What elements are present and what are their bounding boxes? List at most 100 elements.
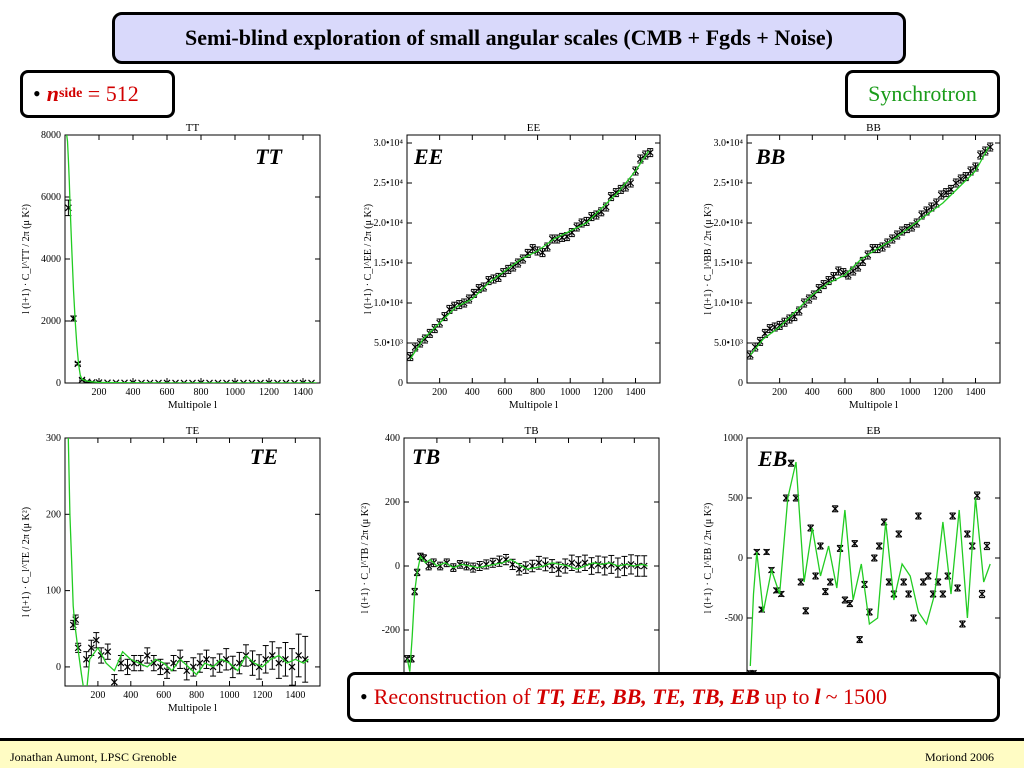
plot-frame	[746, 134, 1001, 384]
data-point	[959, 620, 966, 628]
x-tick-label: 800	[530, 387, 545, 398]
y-axis-label: l (l+1) · C_l^TE / 2π (μ K²)	[21, 507, 32, 617]
data-point	[776, 321, 784, 329]
data-point	[124, 663, 131, 671]
data-point	[515, 565, 523, 573]
data-point	[183, 667, 191, 675]
y-tick-label: 6000	[41, 192, 61, 203]
x-axis-label: Multipole l	[849, 399, 898, 411]
x-tick-label: 1400	[966, 387, 986, 398]
data-point	[92, 636, 100, 644]
nside-symbol: n	[46, 81, 59, 106]
y-tick-label: 2.0•10⁴	[714, 218, 744, 229]
recon-prefix: Reconstruction of	[373, 684, 531, 709]
data-point	[983, 542, 991, 550]
data-point	[893, 231, 901, 239]
chart-tb: TBTB200400600800100012001400Multipole l-…	[360, 425, 660, 706]
model-curve	[749, 461, 991, 667]
data-point	[407, 655, 415, 663]
data-point	[425, 562, 433, 570]
data-point	[875, 542, 883, 550]
data-point	[841, 596, 849, 604]
plot-frame	[406, 134, 661, 384]
plot-area	[747, 459, 991, 677]
data-point	[928, 203, 935, 211]
chart-title: EB	[866, 425, 880, 437]
data-point	[973, 492, 981, 500]
data-point	[216, 659, 224, 667]
model-curve	[409, 150, 650, 360]
y-tick-label: 500	[728, 493, 743, 504]
data-point	[420, 554, 428, 562]
footer-author: Jonathan Aumont, LPSC Grenoble	[10, 750, 177, 764]
y-tick-label: 4000	[41, 254, 61, 265]
x-tick-label: 600	[837, 387, 852, 398]
data-point	[812, 572, 819, 580]
data-point	[820, 281, 828, 289]
y-tick-label: 3.0•10⁴	[714, 138, 744, 149]
data-point	[282, 655, 289, 663]
data-point	[851, 540, 859, 548]
data-point	[870, 554, 878, 562]
data-point	[568, 559, 576, 567]
x-tick-label: 200	[90, 690, 105, 701]
x-tick-label: 200	[772, 387, 787, 398]
nside-subscript: side	[58, 86, 83, 101]
y-tick-label: 8000	[41, 130, 61, 141]
y-tick-label: 2.5•10⁴	[374, 178, 404, 189]
model-curve	[406, 554, 648, 672]
y-tick-label: 5.0•10³	[714, 338, 743, 349]
x-tick-label: 600	[160, 387, 175, 398]
bullet-icon: •	[33, 81, 41, 106]
chart-tt: TT TT 200 400 600 800 1000 1200 1400 Multipole l 0…	[21, 122, 321, 411]
plot-area	[407, 148, 654, 362]
x-axis-label: Multipole l	[168, 702, 217, 714]
x-tick-label: 1200	[252, 690, 272, 701]
data-point	[972, 163, 979, 171]
data-point	[963, 530, 971, 538]
x-tick-label: 600	[497, 387, 512, 398]
data-point	[110, 678, 118, 686]
model-curve	[749, 146, 990, 356]
x-axis-label: Multipole l	[509, 399, 558, 411]
data-point	[301, 655, 309, 663]
data-point	[831, 505, 839, 513]
nside-box: • n side = 512	[20, 70, 175, 118]
chart-title: EE	[527, 122, 541, 134]
data-point	[787, 459, 795, 467]
y-tick-label: 0	[738, 378, 743, 389]
x-tick-label: 1400	[285, 690, 305, 701]
x-tick-label: 1200	[259, 387, 279, 398]
data-point	[288, 663, 296, 671]
y-tick-label: 0	[395, 561, 400, 572]
x-tick-label: 200	[432, 387, 447, 398]
x-tick-label: 600	[156, 690, 171, 701]
y-tick-label: 200	[46, 509, 61, 520]
recon-spectra: TT, EE, BB, TE, TB, EB	[535, 684, 760, 709]
data-point	[826, 578, 834, 586]
y-axis-label: l (l+1) · C_l^EB / 2π (μ K²)	[703, 503, 714, 614]
y-tick-label: -500	[725, 613, 743, 624]
y-tick-label: 1000	[723, 433, 743, 444]
plot-area	[404, 552, 648, 672]
chart-title: TT	[186, 122, 200, 134]
y-tick-label: 3.0•10⁴	[374, 138, 404, 149]
chart-ee: EE EE 200 400 600 800 1000 1200 1400 Multipole l 0…	[363, 122, 661, 411]
y-axis-label: l (l+1) · C_l^BB / 2π (μ K²)	[703, 203, 714, 314]
data-point	[932, 199, 940, 207]
data-point	[514, 259, 522, 267]
x-tick-label: 800	[194, 387, 209, 398]
data-point	[817, 542, 824, 550]
data-point	[905, 590, 913, 598]
data-point	[555, 565, 563, 573]
y-tick-label: 0	[56, 662, 61, 673]
x-tick-label: 1000	[560, 387, 580, 398]
data-point	[275, 659, 283, 667]
data-point	[87, 644, 95, 652]
data-point	[978, 590, 986, 598]
plot-area	[65, 135, 317, 383]
spectrum-label: BB	[755, 144, 785, 169]
x-tick-label: 800	[870, 387, 885, 398]
data-point	[900, 578, 908, 586]
